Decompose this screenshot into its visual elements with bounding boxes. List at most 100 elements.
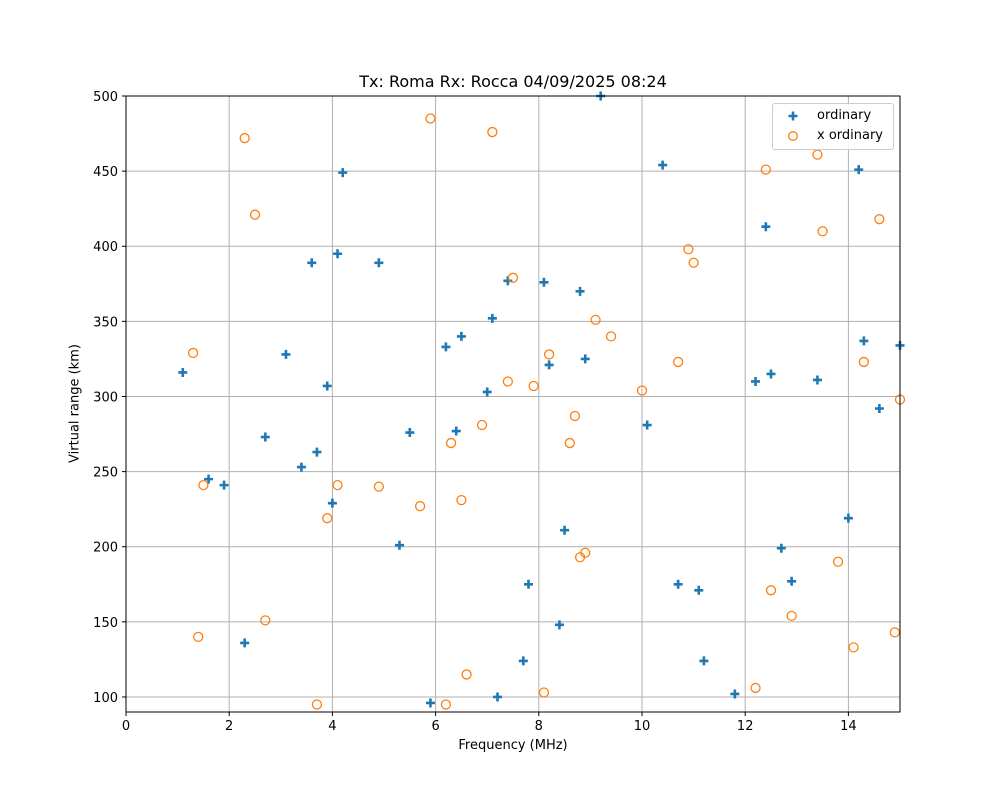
data-point <box>394 540 404 550</box>
data-point <box>374 258 384 268</box>
data-point <box>761 222 771 232</box>
data-point <box>543 349 555 360</box>
data-point <box>461 669 472 680</box>
data-point <box>642 420 652 430</box>
data-point <box>538 687 550 698</box>
data-point <box>502 376 513 387</box>
y-axis-ticks: 100 150 200 250 300 350 400 450 500 <box>93 90 126 706</box>
data-point <box>528 380 539 392</box>
data-point <box>178 367 188 377</box>
data-point <box>487 126 498 138</box>
data-point <box>605 331 617 342</box>
x-tick-label: 0 <box>122 719 130 734</box>
data-point <box>476 419 488 431</box>
data-point <box>338 168 348 178</box>
data-point <box>281 349 291 359</box>
data-point <box>812 375 822 385</box>
data-point <box>239 132 250 144</box>
data-point <box>787 576 797 586</box>
series-x-ordinary-markers <box>187 113 906 710</box>
data-point <box>405 428 415 438</box>
x-tick-label: 4 <box>328 719 336 734</box>
data-point <box>240 638 250 648</box>
data-point <box>673 579 683 589</box>
data-point <box>889 627 900 638</box>
data-point <box>730 689 740 699</box>
data-point <box>260 432 270 442</box>
plus-marker-icon <box>773 110 813 122</box>
data-point <box>322 381 332 391</box>
data-point <box>766 369 776 379</box>
legend-label: x ordinary <box>817 128 884 143</box>
y-tick-label: 300 <box>93 390 118 405</box>
data-point <box>658 160 668 170</box>
chart-title: Tx: Roma Rx: Rocca 04/09/2025 08:24 <box>359 72 667 91</box>
data-point <box>307 258 317 268</box>
grid-lines <box>125 95 900 712</box>
data-point <box>812 149 823 160</box>
data-point <box>332 479 343 491</box>
data-point <box>569 410 581 422</box>
data-point <box>564 437 575 449</box>
data-point <box>854 165 864 175</box>
x-tick-label: 2 <box>225 719 233 734</box>
x-tick-label: 12 <box>737 719 754 734</box>
data-point <box>560 525 570 535</box>
x-tick-label: 14 <box>840 719 857 734</box>
data-point <box>765 585 777 596</box>
x-tick-label: 6 <box>431 719 439 734</box>
data-point <box>786 610 797 621</box>
data-point <box>554 620 564 630</box>
data-point <box>187 347 199 359</box>
data-point <box>373 481 384 492</box>
data-point <box>636 385 648 396</box>
y-tick-label: 450 <box>93 165 118 180</box>
legend-item-ordinary: ordinary <box>773 107 871 125</box>
data-point <box>832 556 844 567</box>
data-point <box>487 313 497 323</box>
data-point <box>874 404 884 414</box>
data-point <box>322 513 333 524</box>
data-point <box>456 495 467 506</box>
data-point <box>249 209 261 220</box>
y-tick-label: 250 <box>93 466 118 481</box>
plot-area-frame <box>125 95 901 713</box>
data-point <box>493 692 503 702</box>
circle-marker-icon <box>773 130 813 142</box>
data-point <box>482 387 492 397</box>
data-point <box>441 342 451 352</box>
data-point <box>580 547 591 558</box>
data-point <box>817 226 828 237</box>
legend-item-x-ordinary: x ordinary <box>773 127 883 145</box>
legend-label: ordinary <box>817 108 872 123</box>
x-axis-ticks: 0 2 4 6 8 10 12 14 <box>122 712 857 734</box>
data-point <box>507 272 519 283</box>
data-point <box>874 214 885 225</box>
data-point <box>425 698 435 708</box>
y-tick-label: 400 <box>93 240 118 255</box>
data-point <box>776 543 786 553</box>
data-point <box>523 579 533 589</box>
data-point <box>848 642 859 653</box>
data-point <box>843 513 853 523</box>
data-point <box>311 699 323 710</box>
data-point <box>518 656 528 666</box>
data-point <box>694 585 704 595</box>
data-point <box>333 249 343 259</box>
data-point <box>327 498 337 508</box>
data-point <box>859 336 869 346</box>
data-point <box>544 360 554 370</box>
data-point <box>750 682 761 694</box>
data-point <box>672 356 684 368</box>
y-axis-label: Virtual range (km) <box>67 344 83 463</box>
y-tick-label: 200 <box>93 541 118 556</box>
data-point <box>312 447 322 457</box>
legend: ordinary x ordinary <box>772 103 894 150</box>
data-point <box>751 376 761 386</box>
data-point <box>575 286 585 296</box>
data-point <box>440 699 452 710</box>
data-point <box>688 257 699 268</box>
data-point <box>260 615 271 626</box>
y-tick-label: 150 <box>93 616 118 631</box>
